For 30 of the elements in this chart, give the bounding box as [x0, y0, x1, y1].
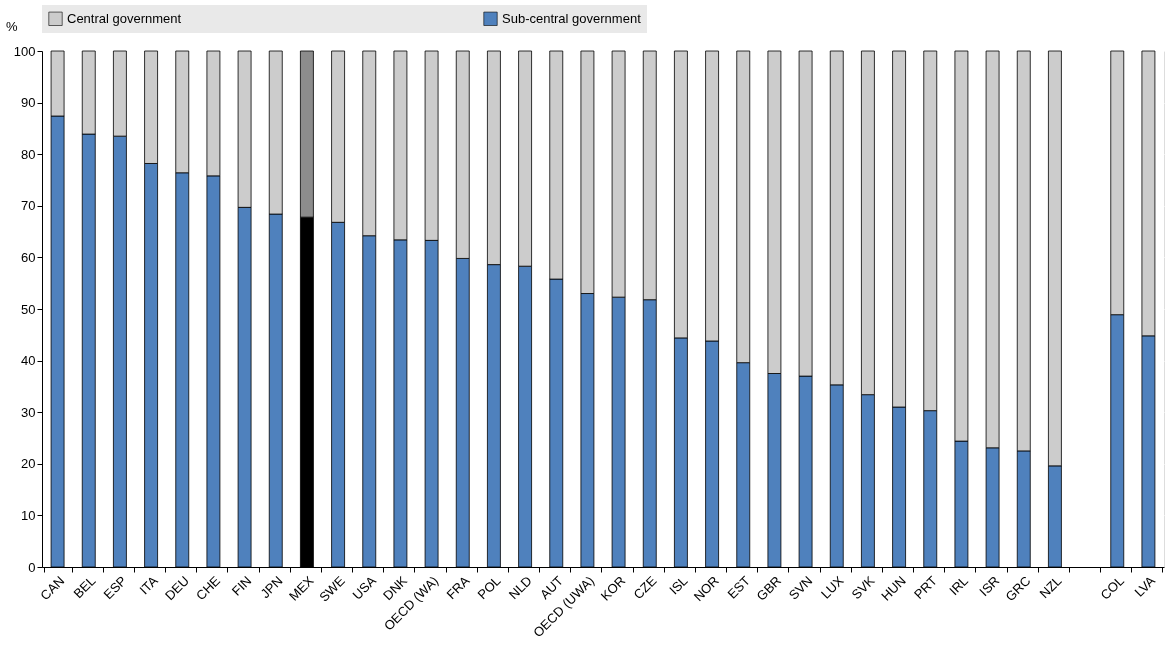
y-tick-label: 40	[21, 353, 36, 369]
x-tick-label: FRA	[443, 572, 473, 603]
x-tick-label: ITA	[136, 572, 161, 598]
x-tick-label: ISL	[666, 573, 691, 598]
y-tick-label: 100	[13, 43, 36, 59]
x-tick-label: CZE	[630, 572, 660, 603]
y-tick-label: 60	[21, 249, 36, 265]
x-tick-label: USA	[349, 572, 380, 603]
x-tick-label: NZL	[1036, 573, 1065, 602]
x-tick-label: BEL	[70, 573, 99, 602]
y-tick-label: 70	[21, 198, 36, 214]
y-tick-label: 20	[21, 456, 36, 472]
y-tick-label: 80	[21, 146, 36, 162]
x-tick-label: POL	[474, 573, 504, 603]
x-tick-label: COL	[1097, 573, 1127, 603]
legend-label: Central government	[67, 10, 182, 26]
x-tick-label: ESP	[100, 573, 130, 603]
x-tick-label: IRL	[946, 573, 972, 598]
y-tick-label: 50	[21, 301, 36, 317]
x-tick-label: LVA	[1131, 572, 1159, 600]
x-tick-label: ISR	[976, 573, 1003, 600]
y-tick-label: 90	[21, 95, 36, 111]
legend-label: Sub-central government	[502, 10, 642, 26]
y-tick-label: 10	[21, 507, 36, 523]
y-axis-title: %	[5, 18, 18, 34]
y-tick-label: 0	[28, 559, 36, 575]
x-tick-label: JPN	[257, 573, 286, 602]
x-tick-label: FIN	[228, 573, 255, 599]
x-tick-label: NLD	[505, 573, 535, 603]
y-tick-label: 30	[21, 404, 36, 420]
